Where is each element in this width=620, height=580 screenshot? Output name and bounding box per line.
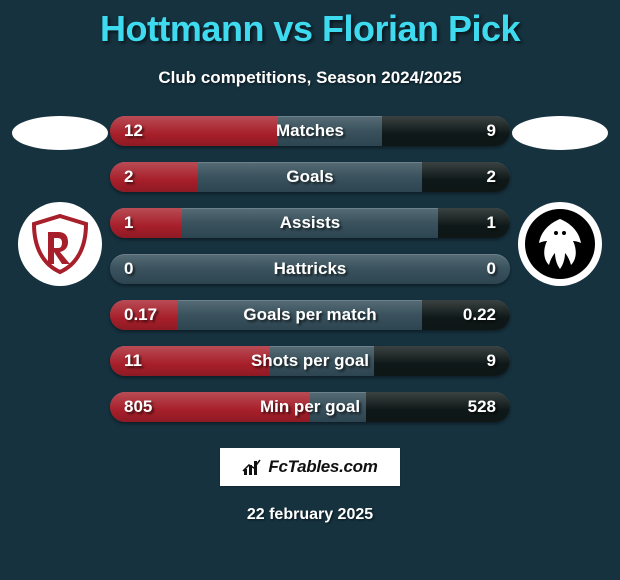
stat-bar: 11Assists xyxy=(110,208,510,238)
stat-bar: 0 0Hattricks xyxy=(110,254,510,284)
stat-value-right: 9 xyxy=(487,121,496,141)
stats-list: 129Matches22Goals11Assists00Hattricks0.1… xyxy=(110,116,510,422)
stat-value-left: 2 xyxy=(124,167,133,187)
stat-value-left: 0.17 xyxy=(124,305,157,325)
stat-bar: 0.170.22Goals per match xyxy=(110,300,510,330)
stat-fill-left xyxy=(110,208,182,238)
stat-fill-right xyxy=(422,162,510,192)
stat-bar: 22Goals xyxy=(110,162,510,192)
stat-value-left: 0 xyxy=(124,259,133,279)
stat-value-left: 1 xyxy=(124,213,133,233)
subtitle: Club competitions, Season 2024/2025 xyxy=(0,68,620,88)
stat-fill-right xyxy=(438,208,510,238)
player-left-avatar-placeholder xyxy=(12,116,108,150)
stat-value-right: 9 xyxy=(487,351,496,371)
date-line: 22 february 2025 xyxy=(0,506,620,524)
bar-chart-icon xyxy=(242,457,262,477)
player-right-crest xyxy=(518,202,602,286)
stat-label: Hattricks xyxy=(110,259,510,279)
brand-text: FcTables.com xyxy=(268,457,377,477)
player-left-column xyxy=(0,116,120,286)
eagle-icon xyxy=(525,209,595,279)
stat-value-left: 11 xyxy=(124,351,142,371)
page-title: Hottmann vs Florian Pick xyxy=(0,0,620,50)
shield-icon xyxy=(28,212,92,276)
stat-value-right: 1 xyxy=(487,213,496,233)
player-left-crest xyxy=(18,202,102,286)
stat-bar: 129Matches xyxy=(110,116,510,146)
stat-value-right: 2 xyxy=(487,167,496,187)
stat-value-left: 12 xyxy=(124,121,143,141)
stat-value-right: 0 xyxy=(487,259,496,279)
player-right-avatar-placeholder xyxy=(512,116,608,150)
stat-bar: 119Shots per goal xyxy=(110,346,510,376)
stat-bar: 805528Min per goal xyxy=(110,392,510,422)
stat-value-left: 805 xyxy=(124,397,152,417)
stat-value-right: 0.22 xyxy=(463,305,496,325)
player-right-column xyxy=(500,116,620,286)
stat-value-right: 528 xyxy=(468,397,496,417)
brand-badge: FcTables.com xyxy=(220,448,400,486)
comparison-panel: 129Matches22Goals11Assists00Hattricks0.1… xyxy=(0,116,620,422)
